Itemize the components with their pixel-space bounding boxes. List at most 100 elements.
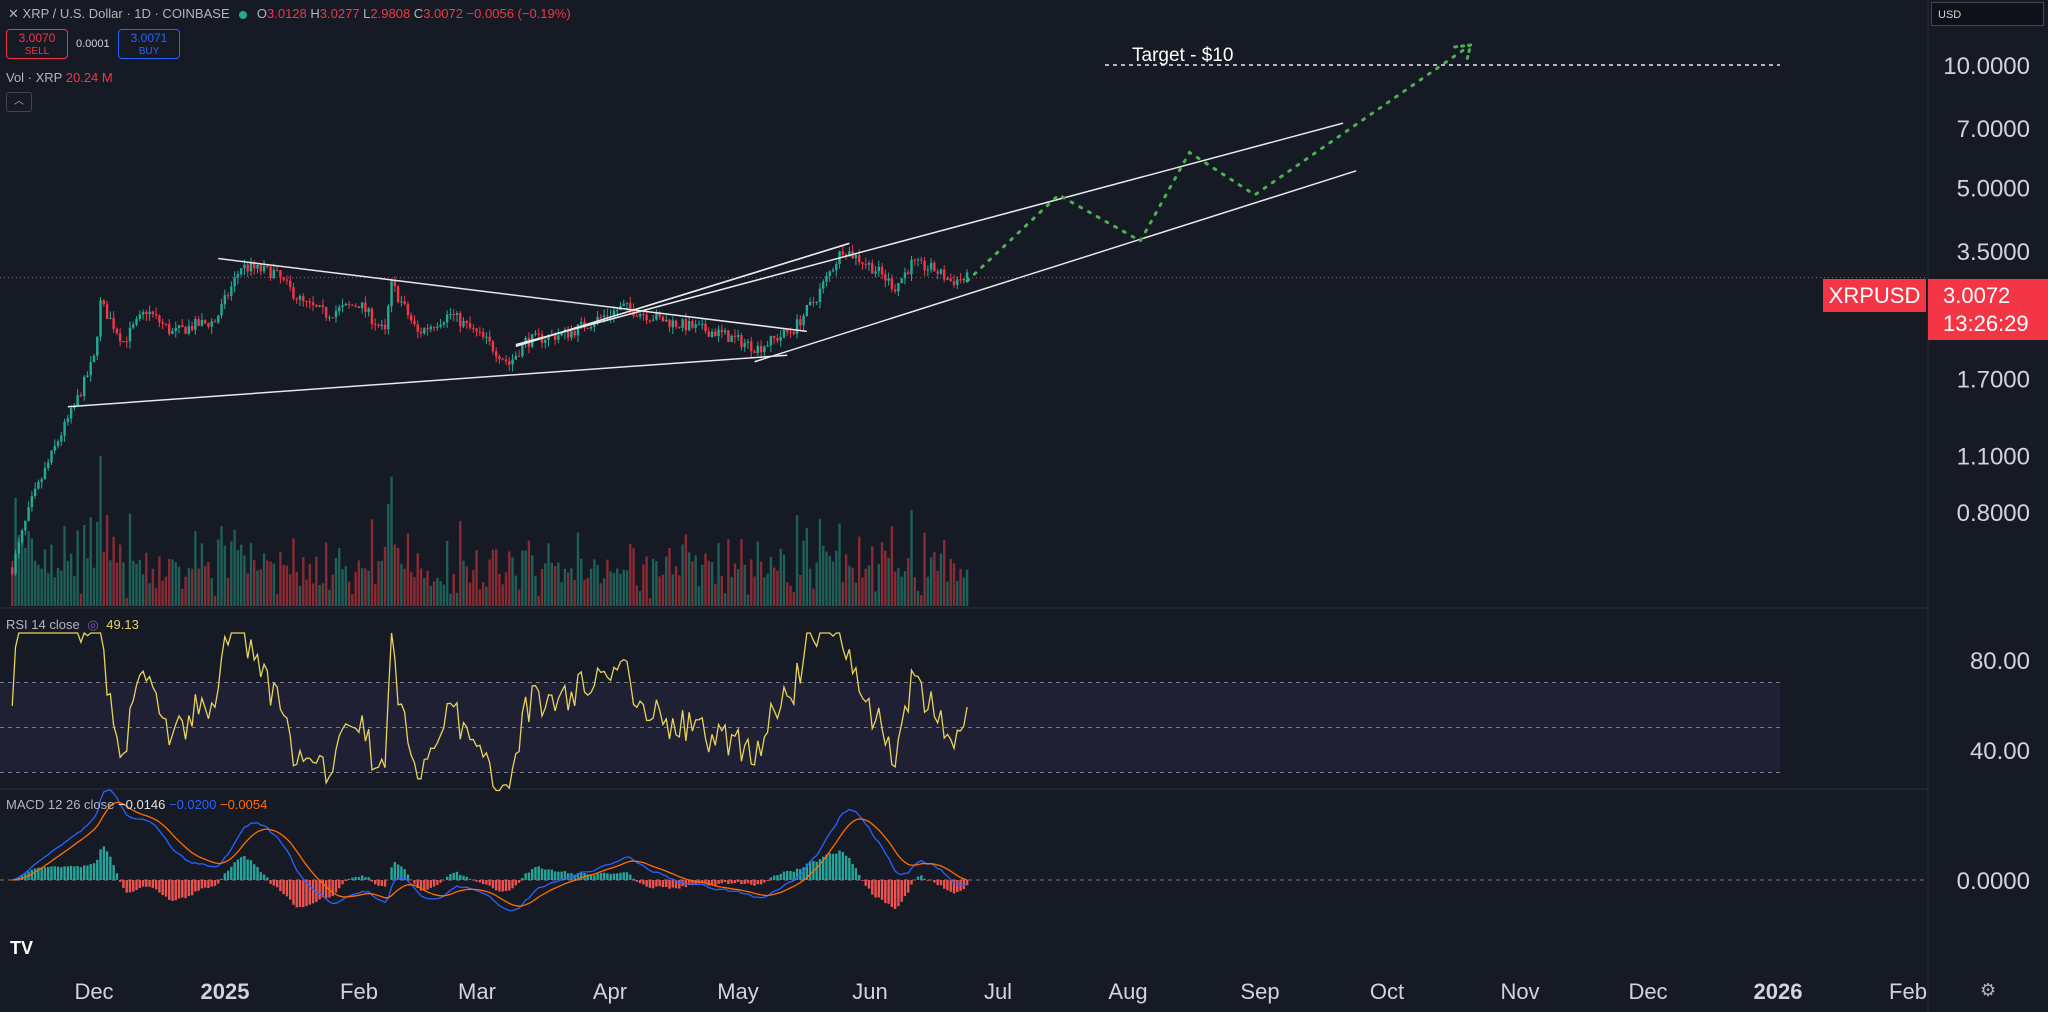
macd-hist-bar	[275, 880, 279, 888]
macd-hist-bar	[903, 880, 907, 897]
volume-bar	[445, 540, 449, 606]
sell-button[interactable]: 3.0070 SELL	[6, 29, 68, 59]
candle-body	[674, 320, 678, 327]
macd-hist-bar	[681, 880, 684, 887]
volume-bar	[217, 539, 220, 606]
time-tick-label: Feb	[1889, 979, 1927, 1004]
currency-select[interactable]: USD	[1931, 2, 2044, 26]
macd-hist-bar	[344, 880, 347, 881]
candle-body	[612, 310, 616, 317]
volume-bar	[926, 576, 930, 606]
candle-body	[576, 324, 580, 336]
volume-bar	[596, 564, 599, 606]
candle-body	[848, 251, 851, 257]
macd-hist-bar	[867, 880, 871, 889]
ohlc-open-label: O	[256, 6, 267, 21]
candle-body	[727, 330, 730, 343]
symbol-title[interactable]: XRP / U.S. Dollar · 1D · COINBASE	[22, 6, 230, 21]
candle-body	[956, 279, 959, 285]
tradingview-logo[interactable]: TV	[10, 938, 34, 958]
candle-body	[488, 336, 491, 342]
volume-bar	[177, 566, 181, 606]
volume-bar	[158, 556, 161, 606]
macd-hist-bar	[187, 880, 191, 897]
volume-bar	[168, 558, 171, 606]
buy-button[interactable]: 3.0071 BUY	[118, 29, 180, 59]
macd-hist-bar	[308, 880, 312, 905]
candle-body	[383, 324, 387, 330]
volume-bar	[396, 547, 400, 606]
ohlc-close: 3.0072	[423, 6, 463, 21]
volume-bar	[161, 580, 164, 606]
candle-body	[907, 272, 910, 275]
volume-bar	[697, 586, 701, 606]
macd-hist-bar	[161, 880, 164, 895]
volume-bar	[884, 550, 887, 606]
candle-body	[115, 328, 119, 334]
candle-body	[33, 488, 37, 497]
macd-hist-bar	[638, 880, 642, 884]
candle-body	[445, 314, 449, 323]
candle-body	[292, 287, 295, 299]
macd-hist-bar	[887, 880, 890, 904]
candle-body	[629, 302, 632, 309]
macd-hist-bar	[557, 871, 560, 880]
macd-hist-bar	[230, 866, 233, 880]
chevron-up-icon[interactable]: ︿	[6, 92, 32, 112]
volume-bar	[468, 582, 472, 606]
macd-hist-bar	[723, 880, 727, 883]
candle-body	[190, 326, 194, 330]
price-tick-label: 0.8000	[1957, 500, 2030, 527]
volume-bar	[586, 578, 589, 606]
macd-hist-bar	[566, 873, 570, 880]
projection-path[interactable]	[965, 43, 1473, 283]
volume-bar	[125, 597, 128, 606]
volume-bar	[47, 573, 50, 606]
price-axis[interactable]: 10.0000 7.0000 5.0000 3.5000 1.7000 1.1000 0.8…	[1943, 53, 2030, 895]
volume-bar	[115, 562, 119, 606]
macd-hist-bar	[857, 874, 861, 880]
macd-hist-bar	[181, 880, 184, 898]
macd-hist-bar	[380, 880, 383, 886]
close-icon[interactable]: ✕	[8, 6, 19, 21]
macd-hist-bar	[177, 880, 181, 899]
candle-body	[759, 345, 763, 353]
candle-body	[730, 335, 733, 343]
target-label[interactable]: Target - $10	[1132, 45, 1234, 66]
macd-hist-bar	[53, 866, 56, 880]
macd-hist-bar	[550, 869, 553, 880]
sell-price: 3.0070	[18, 31, 56, 45]
candle-body	[871, 263, 874, 274]
volume-bar	[442, 584, 446, 606]
price-tick-label: 10.0000	[1943, 53, 2030, 80]
candle-body	[272, 269, 276, 279]
volume-bar	[223, 545, 226, 606]
time-axis[interactable]: Dec 2025 Feb Mar Apr May Jun Jul Aug Sep Oct Nov Dec…	[74, 979, 1927, 1004]
rsi-label: RSI 14 close	[6, 617, 80, 632]
candle-body	[498, 356, 501, 360]
volume-bar	[750, 559, 753, 606]
volume-bar	[86, 558, 89, 606]
macd-hist-bar	[154, 880, 158, 890]
gear-icon[interactable]: ⚙	[1980, 980, 1997, 1000]
volume-bar	[606, 559, 609, 606]
candle-body	[671, 320, 674, 328]
macd-hist-bar	[37, 867, 40, 880]
candle-body	[20, 530, 24, 543]
volume-bar	[514, 575, 518, 606]
price-tick-label: 7.0000	[1957, 116, 2030, 143]
macd-hist-bar	[341, 880, 344, 885]
candle-body	[962, 278, 966, 281]
candle-body	[570, 330, 573, 338]
rsi-settings-icon[interactable]: ◎	[87, 617, 99, 632]
macd-hist-bar	[831, 853, 835, 880]
rsi-tick-label: 40.00	[1970, 738, 2030, 765]
macd-hist-bar	[292, 880, 295, 905]
volume-bar	[164, 576, 168, 606]
volume-bar	[782, 554, 786, 606]
macd-hist-bar	[733, 880, 737, 884]
trendlines[interactable]	[67, 64, 1780, 408]
candle-body	[419, 331, 423, 334]
volume-bar	[151, 568, 155, 606]
